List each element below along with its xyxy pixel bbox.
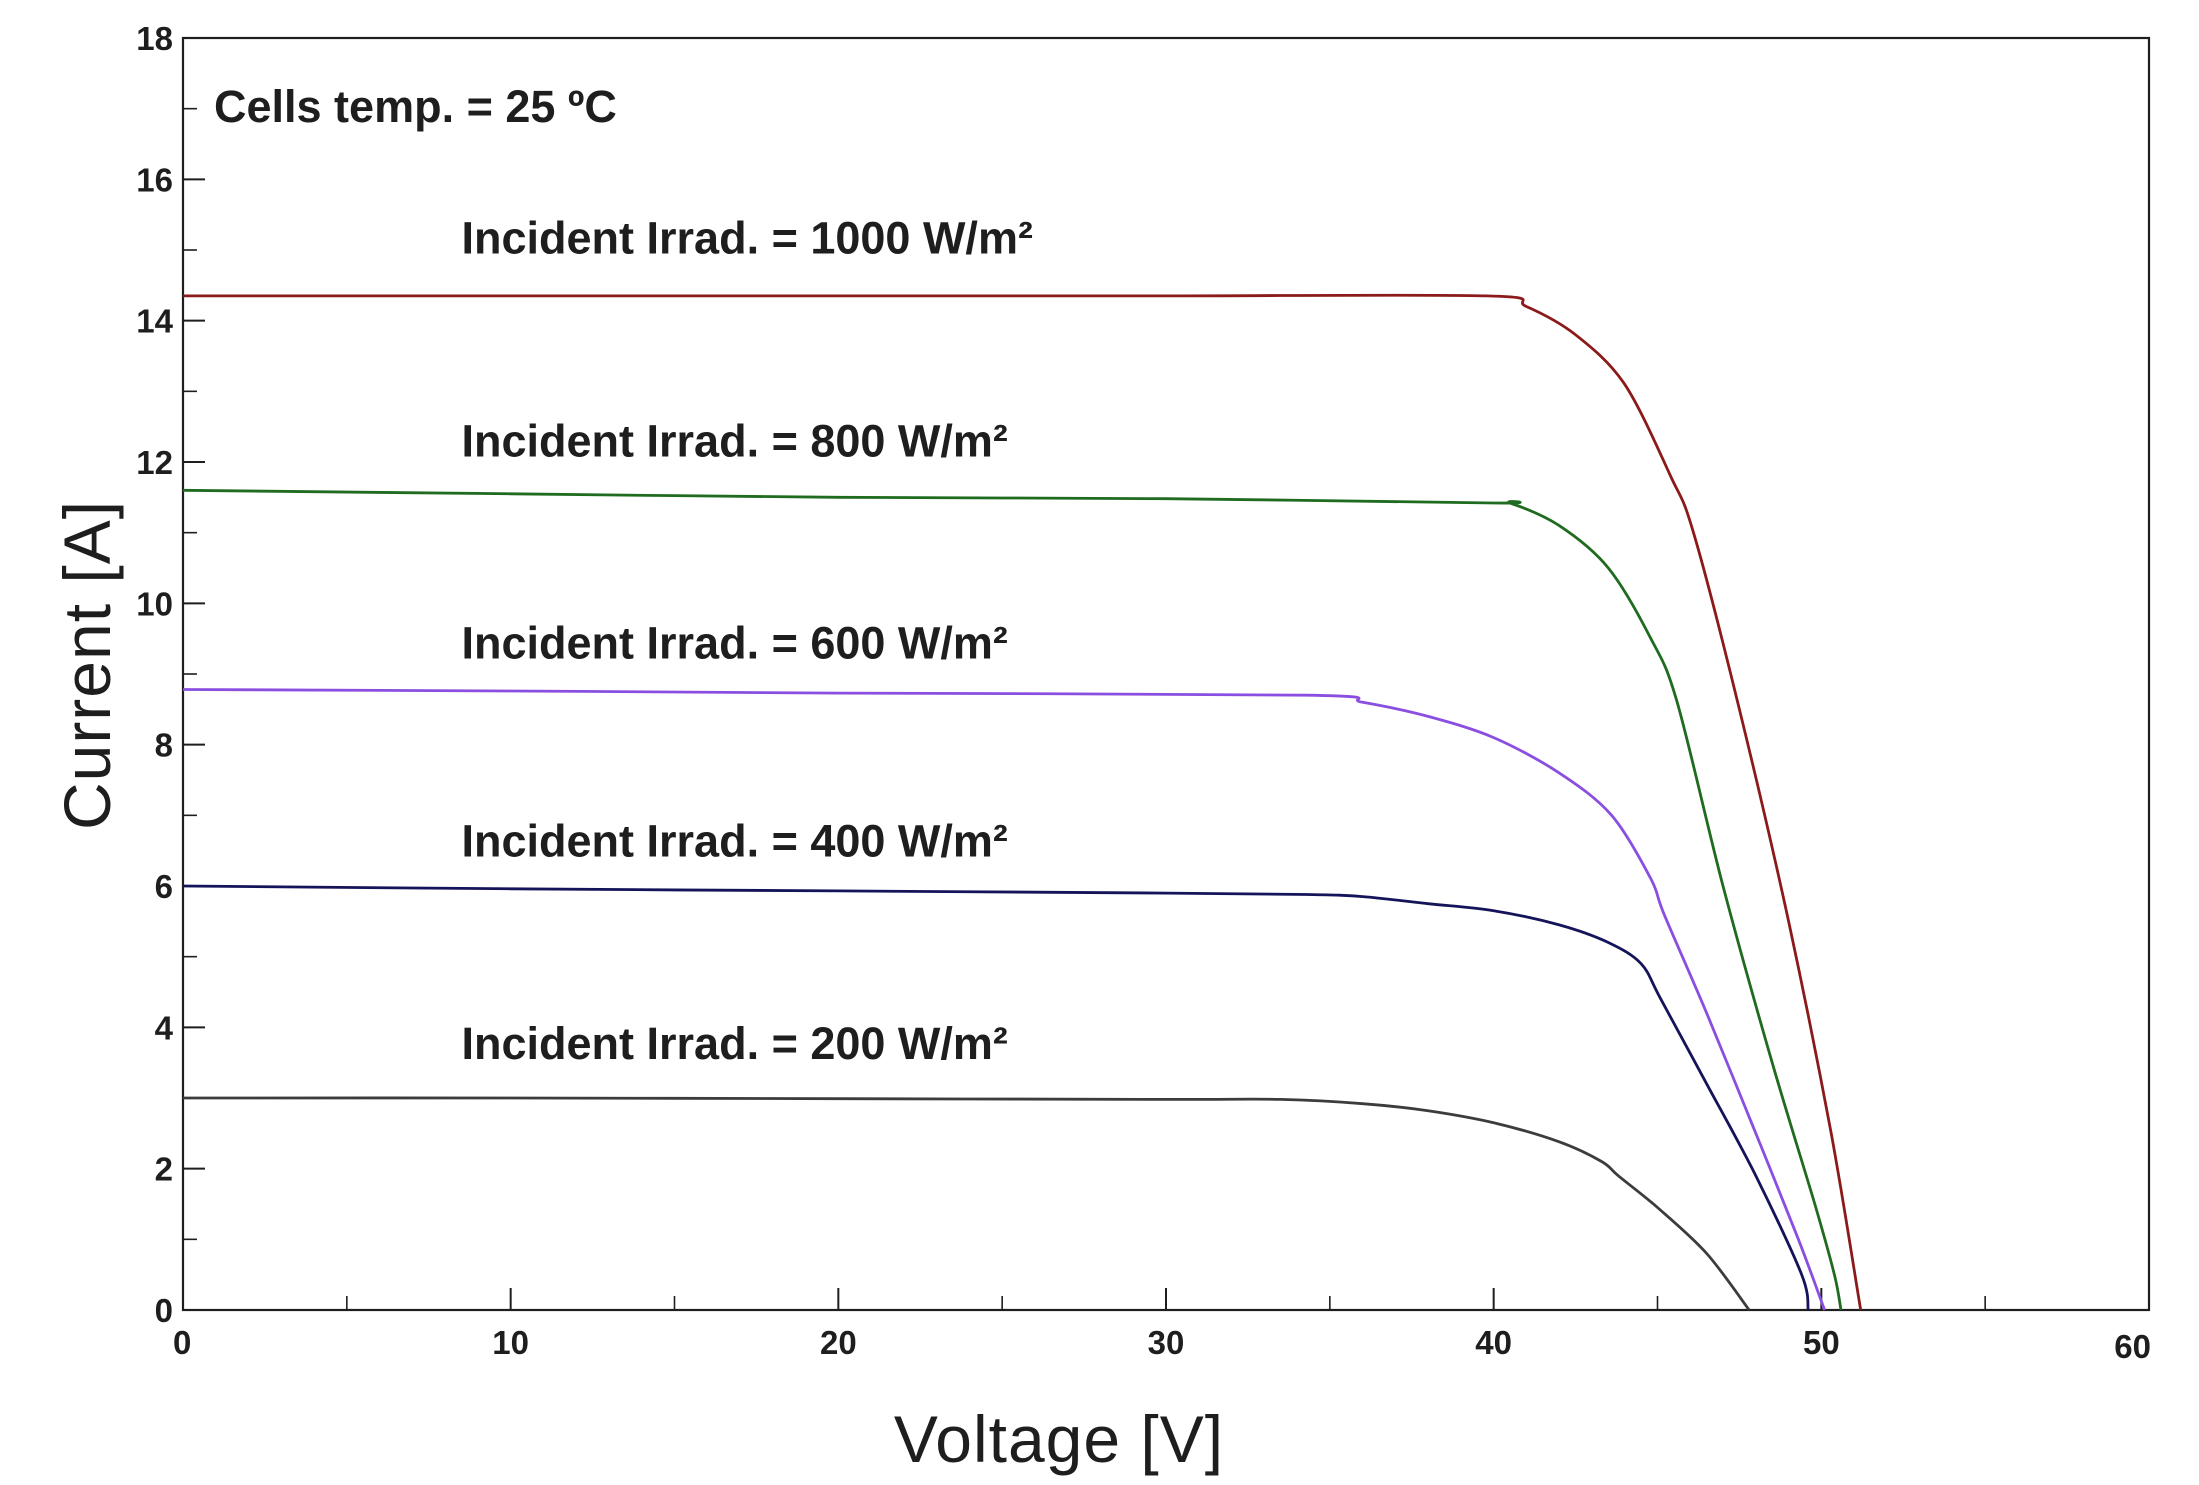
temperature-annotation: Cells temp. = 25 ºC [214,81,617,132]
y-tick-label: 16 [136,161,173,198]
curve-label-1000-wm2: Incident Irrad. = 1000 W/m² [462,213,1033,264]
y-axis-title: Current [A] [50,500,124,830]
y-tick-label: 12 [136,444,173,481]
y-tick-label: 6 [155,868,173,905]
y-tick-label: 0 [155,1292,173,1329]
curve-labels: Incident Irrad. = 1000 W/m² Incident Irra… [462,213,1033,1070]
x-axis-title: Voltage [V] [894,1402,1224,1476]
curve-200-wm2 [182,1096,1751,1311]
curves [182,293,1863,1311]
curve-600-wm2 [182,688,1826,1311]
y-tick-label: 10 [136,585,173,622]
y-tick-label: 18 [136,20,173,57]
y-tick-label: 2 [155,1151,173,1188]
curve-label-600-wm2: Incident Irrad. = 600 W/m² [462,617,1008,668]
x-tick-label: 20 [820,1324,857,1361]
x-tick-label: 60 [2114,1328,2151,1365]
curve-400-wm2 [182,884,1810,1311]
x-tick-label: 30 [1148,1324,1185,1361]
y-tick-label: 8 [155,727,173,764]
y-tick-label: 14 [136,303,173,340]
curve-1000-wm2 [183,293,1863,1311]
y-tick-label: 4 [155,1009,174,1046]
x-tick-label: 40 [1475,1324,1512,1361]
curve-800-wm2 [182,488,1843,1311]
curve-label-400-wm2: Incident Irrad. = 400 W/m² [462,815,1008,866]
x-tick-label: 10 [492,1324,529,1361]
x-tick-label: 50 [1803,1324,1840,1361]
curve-label-800-wm2: Incident Irrad. = 800 W/m² [462,415,1008,466]
curve-label-200-wm2: Incident Irrad. = 200 W/m² [462,1018,1008,1069]
axis-ticks: 0 10 20 30 40 50 60 0 2 4 6 8 10 12 14 16 18 [136,20,2151,1365]
x-tick-label: 0 [173,1324,191,1361]
